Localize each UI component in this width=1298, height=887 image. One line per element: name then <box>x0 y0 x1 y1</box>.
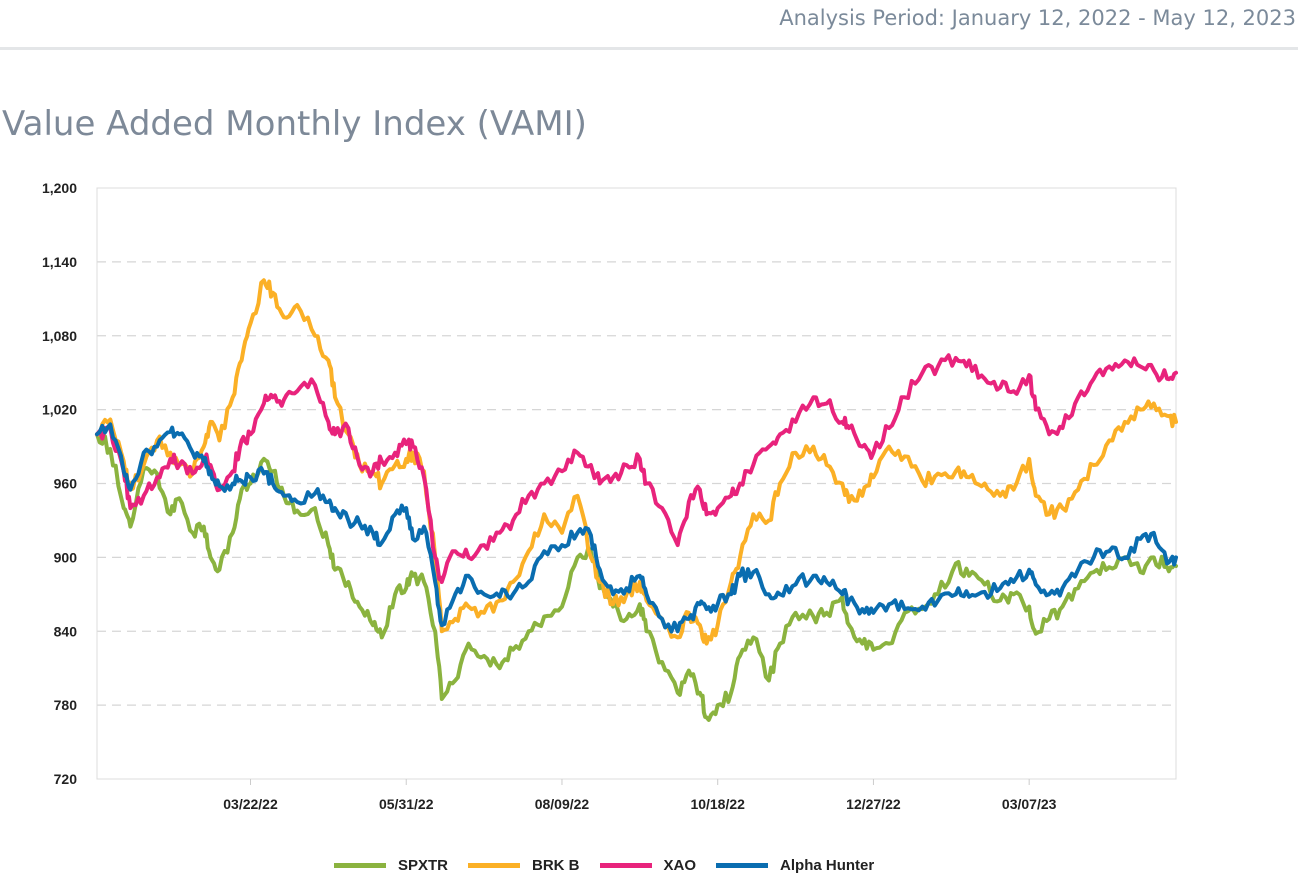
y-tick-label-780: 780 <box>54 697 78 713</box>
series-line-xao <box>95 353 1178 584</box>
legend-label-alpha-hunter: Alpha Hunter <box>780 857 875 874</box>
legend-label-spxtr: SPXTR <box>398 857 449 874</box>
legend-label-brk-b: BRK B <box>532 857 580 874</box>
analysis-period: Analysis Period: January 12, 2022 - May … <box>779 6 1296 30</box>
vami-line-chart: 1,200 1,140 1,080 1,020 960 900 840 780 720 03/2… <box>42 180 1178 812</box>
legend-swatch-spxtr <box>334 863 386 868</box>
x-tick-label-2: 08/09/22 <box>535 796 590 812</box>
x-tick-label-5: 03/07/23 <box>1002 796 1057 812</box>
y-tick-label-900: 900 <box>54 549 78 565</box>
y-tick-label-1200: 1,200 <box>42 180 77 196</box>
x-tick-label-3: 10/18/22 <box>690 796 745 812</box>
legend-item-spxtr[interactable]: SPXTR <box>334 857 448 874</box>
legend-swatch-alpha-hunter <box>716 863 769 868</box>
legend-item-alpha-hunter[interactable]: Alpha Hunter <box>716 857 874 874</box>
y-axis: 1,200 1,140 1,080 1,020 960 900 840 780 720 <box>42 180 77 787</box>
header-divider <box>0 47 1298 50</box>
grid-lines <box>97 261 1176 706</box>
x-tick-label-0: 03/22/22 <box>223 796 278 812</box>
legend-label-xao: XAO <box>663 857 697 874</box>
y-tick-label-720: 720 <box>54 771 78 787</box>
y-tick-label-1140: 1,140 <box>42 254 77 270</box>
series-lines <box>95 278 1178 722</box>
legend-swatch-brk-b <box>468 863 521 868</box>
chart-legend: SPXTR BRK B XAO Alpha Hunter <box>334 857 894 874</box>
x-axis: 03/22/22 05/31/22 08/09/22 10/18/22 12/27/22… <box>223 779 1057 812</box>
legend-item-xao[interactable]: XAO <box>599 857 697 874</box>
legend-item-brk-b[interactable]: BRK B <box>468 857 580 874</box>
y-tick-label-960: 960 <box>54 476 78 492</box>
series-line-brk-b <box>95 278 1178 646</box>
x-tick-label-4: 12/27/22 <box>846 796 901 812</box>
plot-area-border <box>96 187 1177 780</box>
y-tick-label-840: 840 <box>54 623 78 639</box>
series-line-alpha-hunter <box>95 422 1178 634</box>
page-title: Value Added Monthly Index (VAMI) <box>2 104 587 144</box>
y-tick-label-1080: 1,080 <box>42 328 77 344</box>
y-tick-label-1020: 1,020 <box>42 402 77 418</box>
legend-swatch-xao <box>599 863 652 868</box>
x-tick-label-1: 05/31/22 <box>379 796 434 812</box>
